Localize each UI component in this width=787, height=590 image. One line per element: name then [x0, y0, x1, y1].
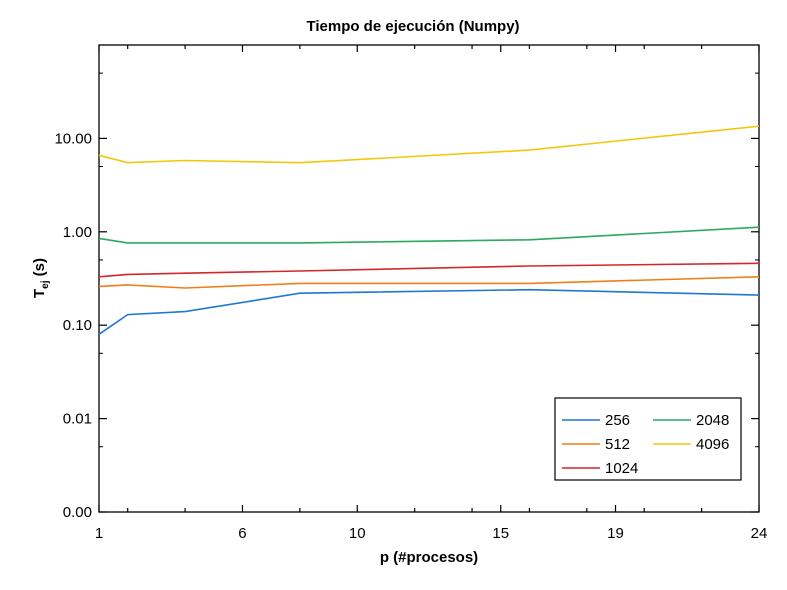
y-axis-label-sub: ej — [40, 280, 51, 289]
series-line-1024 — [98, 262, 760, 278]
x-axis-label: p (#procesos) — [380, 549, 478, 566]
series-lines — [98, 125, 760, 335]
legend-label-4096: 4096 — [696, 436, 729, 453]
y-tick-label: 0.01 — [63, 411, 92, 428]
x-tick-label: 24 — [751, 525, 768, 542]
y-axis-label: Tej (s) — [31, 258, 51, 298]
y-axis-label-main: T — [31, 289, 48, 298]
x-tick-label: 15 — [492, 525, 509, 542]
legend: 256 512 1024 2048 4096 — [554, 397, 742, 481]
x-axis: 1 6 10 15 19 24 — [95, 45, 768, 542]
y-tick-label: 10.00 — [54, 130, 92, 147]
legend-box — [554, 397, 742, 481]
x-tick-label: 6 — [238, 525, 246, 542]
y-axis: 0.00 0.01 0.10 1.00 10.00 — [54, 72, 759, 521]
legend-label-2048: 2048 — [696, 412, 729, 429]
x-tick-label: 10 — [349, 525, 366, 542]
x-tick-label: 1 — [95, 525, 103, 542]
series-line-2048 — [98, 226, 760, 244]
y-tick-label: 1.00 — [63, 224, 92, 241]
legend-label-1024: 1024 — [605, 460, 638, 477]
chart-title: Tiempo de ejecución (Numpy) — [306, 18, 519, 35]
legend-label-512: 512 — [605, 436, 630, 453]
x-tick-label: 19 — [607, 525, 624, 542]
series-line-512 — [98, 276, 760, 289]
y-axis-label-unit: (s) — [31, 258, 48, 281]
plot-frame — [98, 44, 760, 513]
series-line-256 — [98, 288, 760, 335]
y-tick-label: 0.00 — [63, 504, 92, 521]
plot-area — [98, 44, 760, 513]
y-tick-label: 0.10 — [63, 317, 92, 334]
series-line-4096 — [98, 125, 760, 164]
legend-label-256: 256 — [605, 412, 630, 429]
